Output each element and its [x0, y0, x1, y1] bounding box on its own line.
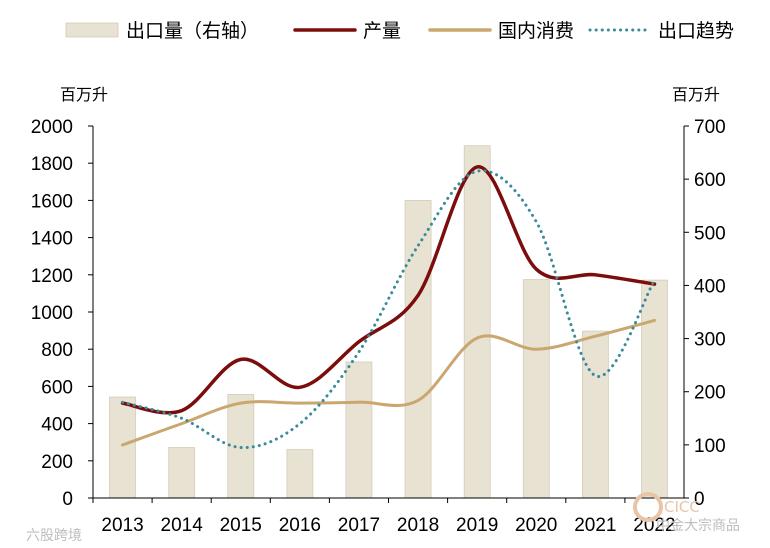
x-tick-label-2021: 2021 — [574, 515, 616, 536]
x-tick-label-2017: 2017 — [338, 515, 380, 536]
right-tick-label: 400 — [694, 276, 726, 297]
bar-2014 — [168, 447, 196, 499]
bar-2020 — [522, 279, 550, 499]
left-tick-label: 1800 — [31, 154, 73, 175]
legend-label-出口趋势: 出口趋势 — [658, 20, 734, 42]
legend-swatch-bar — [65, 22, 119, 38]
right-axis-unit: 百万升 — [672, 85, 720, 104]
x-tick-label-2016: 2016 — [279, 515, 321, 536]
bar-2022 — [641, 279, 668, 499]
right-tick-label: 300 — [694, 330, 726, 351]
x-tick-label-2018: 2018 — [397, 515, 439, 536]
bar-series — [109, 145, 668, 499]
right-tick-label: 500 — [694, 223, 726, 244]
left-tick-label: 200 — [41, 452, 73, 473]
right-tick-label: 600 — [694, 170, 726, 191]
series-line-出口趋势 — [121, 169, 656, 450]
bar-2018 — [404, 199, 432, 499]
right-tick-label: 0 — [694, 489, 705, 510]
bar-2021 — [582, 330, 609, 499]
left-tick-label: 1400 — [31, 229, 73, 250]
watermark-left: 六股跨境 — [26, 528, 82, 544]
legend-label-产量: 产量 — [363, 20, 401, 42]
bar-2013 — [109, 396, 136, 499]
left-tick-label: 400 — [41, 415, 73, 436]
x-tick-label-2013: 2013 — [101, 515, 143, 536]
x-tick-label-2014: 2014 — [161, 515, 204, 536]
cicc-logo-icon — [633, 492, 663, 522]
left-tick-label: 600 — [41, 377, 73, 398]
x-tick-label-2019: 2019 — [456, 515, 498, 536]
watermark-cicc: CICC — [664, 498, 700, 516]
watermarks: 六股跨境 CICC 中金大宗商品 — [26, 492, 740, 544]
left-axis-unit: 百万升 — [60, 85, 108, 104]
bar-2019 — [463, 145, 491, 499]
bar-2016 — [286, 449, 314, 499]
line-series — [120, 165, 657, 450]
left-tick-label: 0 — [62, 489, 73, 510]
series-line-国内消费 — [121, 318, 656, 447]
legend: 出口量（右轴） 产量 国内消费 出口趋势 — [65, 20, 734, 42]
watermark-cicc-commodity: 中金大宗商品 — [656, 518, 740, 534]
bar-2017 — [345, 361, 373, 499]
right-tick-label: 700 — [694, 117, 726, 138]
x-tick-label-2015: 2015 — [220, 515, 262, 536]
left-tick-label: 2000 — [31, 117, 73, 138]
legend-label-国内消费: 国内消费 — [498, 20, 574, 42]
right-tick-label: 200 — [694, 383, 726, 404]
right-tick-label: 100 — [694, 436, 726, 457]
legend-label-出口量（右轴）: 出口量（右轴） — [126, 20, 259, 42]
left-tick-label: 1000 — [31, 303, 73, 324]
x-tick-label-2020: 2020 — [515, 515, 557, 536]
left-tick-label: 800 — [41, 340, 73, 361]
series-line-产量 — [120, 165, 657, 415]
axes — [88, 125, 689, 503]
left-tick-label: 1200 — [31, 266, 73, 287]
left-tick-label: 1600 — [31, 191, 73, 212]
